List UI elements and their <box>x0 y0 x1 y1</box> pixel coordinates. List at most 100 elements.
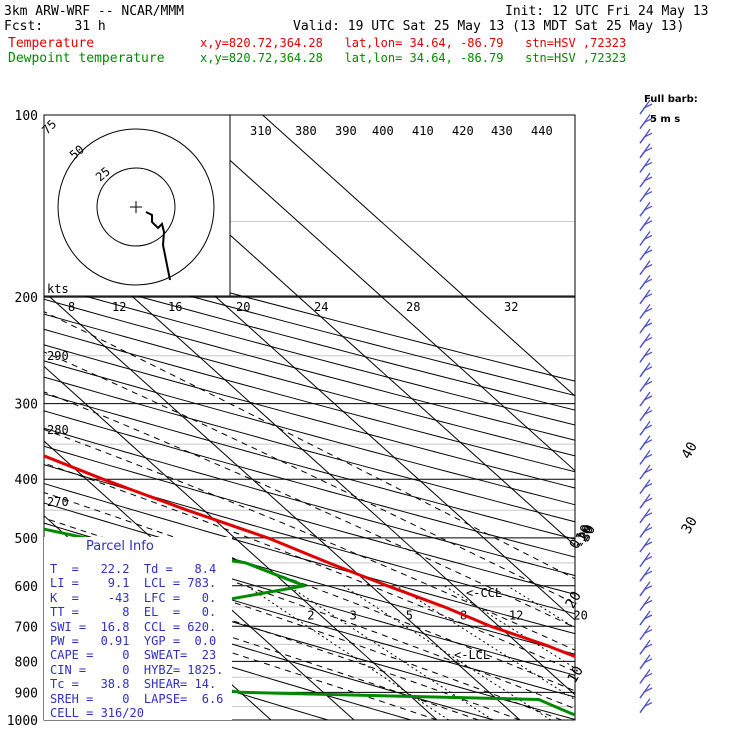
wind-barb-feather <box>643 118 653 124</box>
mixing-ratio-line <box>246 585 450 720</box>
wind-barb <box>639 639 653 655</box>
pressure-tick-label: 1000 <box>7 714 38 729</box>
isotherm-line <box>44 216 575 696</box>
wind-barb-feather <box>643 249 653 255</box>
full-barb-line2: 5 m s <box>649 114 681 125</box>
isotherm-line <box>44 291 521 720</box>
hodograph-frame <box>43 114 231 297</box>
temperature-location: x,y=820.72,364.28 lat,lon= 34.64, -86.79… <box>200 36 627 50</box>
wind-barb <box>639 143 653 159</box>
isotherm-line <box>262 115 575 397</box>
wind-barb <box>639 654 653 670</box>
parcel-info-row: CIN = 0 HYBZ= 1825. <box>50 662 224 677</box>
hodograph-units-label: kts <box>47 282 69 296</box>
moist-adiabat-line <box>44 517 575 710</box>
lcl-label: <-LCL <box>454 648 490 662</box>
ccl-label: <-CCL <box>466 586 502 600</box>
pressure-tick-label: 400 <box>15 473 38 488</box>
pressure-tick-label: 200 <box>15 291 38 306</box>
wind-barb <box>639 669 653 684</box>
full-barb-line1: Full barb: <box>643 94 698 105</box>
wind-barb <box>639 187 653 202</box>
wind-barb <box>639 581 653 597</box>
wind-barb <box>639 420 653 436</box>
mixing-ratio-label: 5 <box>406 608 413 622</box>
wind-barb-feather <box>643 103 653 109</box>
moist-adiabat-line <box>44 559 521 720</box>
wind-barb <box>639 172 653 188</box>
dry-adiabat-line <box>44 483 575 635</box>
wind-barb <box>639 493 653 509</box>
temperature-legend: Temperature <box>8 36 95 51</box>
wind-barb-feather <box>643 410 653 416</box>
profiles <box>44 454 575 717</box>
wind-barb-feather <box>643 541 653 547</box>
wind-barb-feather <box>643 161 653 167</box>
wind-barb <box>639 158 653 173</box>
parcel-info-row: SWI = 16.8 CCL = 620. <box>50 619 217 634</box>
wind-barb-feather <box>643 234 653 240</box>
dry-adiabat-line <box>44 298 575 441</box>
wind-barb-feather <box>643 380 653 386</box>
hodograph-ring <box>96 167 176 247</box>
dry-adiabat-line <box>44 445 575 595</box>
wind-barb <box>639 683 653 699</box>
theta-label: 280 <box>47 423 69 437</box>
moist-adiabat-line <box>44 391 575 629</box>
wind-barb <box>639 260 653 275</box>
valid-time: Valid: 19 UTC Sat 25 May 13 (13 MDT Sat … <box>293 19 685 34</box>
pressure-tick-label: 800 <box>15 655 38 670</box>
wind-barb <box>639 508 653 524</box>
model-title: 3km ARW-WRF -- NCAR/MMM <box>4 4 185 19</box>
dry-adiabat-line <box>44 344 575 489</box>
wind-barb <box>639 99 653 115</box>
wind-barb <box>639 274 653 290</box>
isotherm-label: 10 <box>565 663 587 686</box>
wind-barb <box>639 347 653 363</box>
wind-barb <box>639 377 653 392</box>
wind-barb-feather <box>643 395 653 401</box>
wind-barb-feather <box>643 439 653 445</box>
forecast-hour: Fcst: 31 h <box>4 19 106 34</box>
wind-barb-feather <box>643 322 653 328</box>
isotherm-label: 20 <box>563 589 585 612</box>
mixing-ratio-label: 20 <box>573 608 587 622</box>
hodograph-speed-label: 12 <box>112 300 126 314</box>
wind-barb <box>639 289 653 305</box>
dry-adiabat-line <box>44 586 495 720</box>
theta-label: 310 <box>250 124 272 138</box>
wind-barb-feather <box>643 702 653 708</box>
theta-label: 380 <box>295 124 317 138</box>
theta-label: 410 <box>412 124 434 138</box>
full-barb-legend: Full barb: 5 m s <box>637 85 698 125</box>
wind-barb-feather <box>643 687 653 693</box>
wind-barb-feather <box>643 570 653 576</box>
pressure-tick-label: 700 <box>15 620 38 635</box>
theta-label: 270 <box>47 495 69 509</box>
moist-adiabat-line <box>44 462 575 672</box>
pressure-tick-label: 900 <box>15 686 38 701</box>
hodograph-speed-label: 24 <box>314 300 328 314</box>
dewpoint-profile <box>44 527 575 717</box>
parcel-info-row: CAPE = 0 SWEAT= 23 <box>50 648 217 663</box>
mixing-ratio-label: 2 <box>307 608 314 622</box>
theta-label: 420 <box>452 124 474 138</box>
wind-barb <box>639 523 653 538</box>
wind-barb-feather <box>643 556 653 562</box>
wind-barb-feather <box>643 629 653 635</box>
wind-barb <box>639 304 653 319</box>
wind-barb <box>639 479 653 494</box>
wind-barbs <box>639 99 653 713</box>
wind-barb <box>639 566 653 582</box>
wind-barb-feather <box>643 497 653 503</box>
wind-barb <box>639 435 653 451</box>
wind-barb <box>639 114 653 129</box>
parcel-info-row: LI = 9.1 LCL = 783. <box>50 576 217 591</box>
theta-label: 290 <box>47 349 69 363</box>
dry-adiabat-line <box>44 564 575 720</box>
wind-barb-feather <box>643 264 653 270</box>
wind-barb-feather <box>643 132 653 138</box>
wind-barb <box>639 318 653 334</box>
parcel-info-row: T = 22.2 Td = 8.4 <box>50 562 217 576</box>
